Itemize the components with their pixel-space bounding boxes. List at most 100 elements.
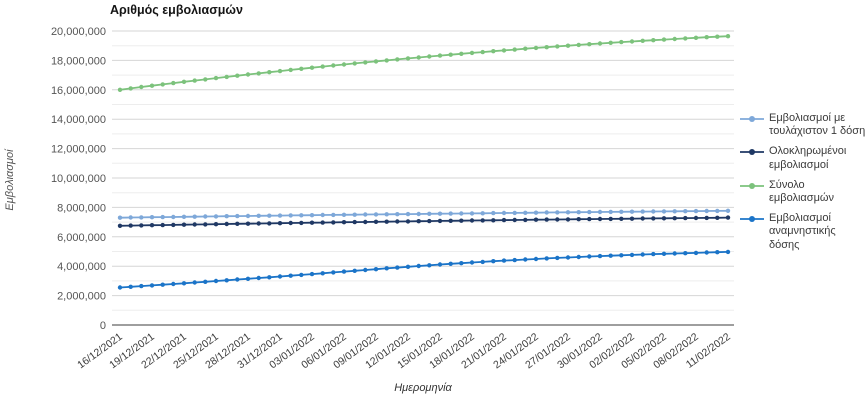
data-point (533, 256, 539, 262)
data-point (139, 215, 144, 220)
legend-label: Ολοκληρωμένοι εμβολιασμοί (769, 145, 847, 171)
data-point (608, 216, 613, 222)
data-point (235, 221, 240, 226)
data-point (576, 42, 581, 48)
data-point (661, 209, 667, 214)
data-point (651, 209, 656, 214)
data-point (469, 218, 475, 223)
data-point (533, 45, 539, 51)
data-point (469, 50, 475, 56)
data-point (491, 259, 496, 264)
data-point (235, 73, 240, 78)
data-point (715, 250, 720, 255)
legend-line-dot-icon (740, 182, 764, 189)
data-point (544, 45, 549, 50)
data-point (288, 220, 293, 226)
data-point (459, 261, 464, 266)
data-point (555, 44, 560, 49)
data-point (619, 253, 624, 258)
data-point (149, 215, 155, 220)
data-point (384, 219, 389, 224)
data-point (373, 219, 379, 224)
data-point (331, 220, 336, 225)
data-point (405, 56, 411, 61)
legend-line-dot-icon (740, 149, 764, 156)
series-line-3 (119, 251, 729, 289)
data-point (704, 208, 709, 214)
data-point (587, 209, 592, 215)
data-point (427, 54, 432, 59)
data-point (704, 250, 709, 255)
data-point (640, 38, 645, 43)
data-point (405, 219, 411, 224)
data-point (192, 280, 197, 285)
data-point (245, 72, 251, 77)
data-point (651, 216, 656, 221)
x-axis-title: Ημερομηνία (394, 382, 452, 394)
data-point (139, 84, 144, 90)
data-point (555, 217, 560, 222)
y-tick-label: 6,000,000 (57, 232, 106, 244)
legend-item-0[interactable]: Εμβολιασμοί με τουλάχιστον 1 δόση (740, 112, 867, 138)
data-point (171, 80, 176, 86)
data-point (267, 221, 272, 226)
data-point (427, 263, 432, 268)
data-point (459, 51, 464, 56)
data-point (693, 208, 699, 214)
data-point (448, 218, 453, 223)
data-point (651, 251, 656, 257)
data-point (341, 269, 347, 274)
data-point (405, 211, 411, 217)
data-point (512, 217, 517, 223)
data-point (587, 216, 592, 222)
data-point (608, 40, 613, 45)
data-point (395, 212, 400, 217)
data-point (672, 251, 677, 256)
data-point (256, 275, 261, 281)
data-point (693, 35, 699, 40)
data-point (661, 251, 667, 256)
data-point (459, 218, 464, 223)
data-point (277, 274, 283, 279)
data-point (352, 268, 357, 273)
data-point (576, 217, 581, 222)
data-point (171, 214, 176, 220)
data-point (309, 220, 315, 225)
data-point (117, 223, 123, 228)
data-point (224, 221, 229, 227)
data-point (693, 215, 699, 221)
data-point (224, 278, 229, 283)
data-point (203, 214, 208, 219)
data-point (512, 210, 517, 216)
data-point (117, 285, 123, 290)
data-point (160, 282, 165, 287)
y-tick-label: 4,000,000 (57, 261, 106, 273)
data-point (683, 251, 688, 256)
legend-item-2[interactable]: Σύνολο εμβολιασμών (740, 179, 867, 205)
legend-item-1[interactable]: Ολοκληρωμένοι εμβολιασμοί (740, 145, 867, 171)
data-point (395, 57, 400, 62)
y-tick-label: 20,000,000 (51, 26, 106, 38)
data-point (320, 212, 325, 218)
data-point (288, 67, 293, 73)
data-point (395, 265, 400, 270)
data-point (309, 271, 315, 277)
data-point (405, 264, 411, 269)
data-point (277, 213, 283, 218)
data-point (704, 35, 709, 40)
data-point (331, 212, 336, 218)
chart-title: Αριθμός εμβολιασμών (110, 3, 243, 17)
data-point (416, 219, 421, 224)
data-point (725, 208, 731, 213)
data-point (373, 267, 379, 272)
data-point (555, 210, 560, 215)
data-point (629, 39, 635, 44)
data-point (427, 218, 432, 224)
data-point (683, 209, 688, 214)
data-point (341, 220, 347, 225)
data-point (299, 66, 304, 72)
data-point (480, 49, 485, 55)
y-tick-label: 16,000,000 (51, 85, 106, 97)
data-point (491, 218, 496, 223)
legend-item-3[interactable]: Εμβολιασμοί αναμνηστικής δόσης (740, 212, 867, 252)
